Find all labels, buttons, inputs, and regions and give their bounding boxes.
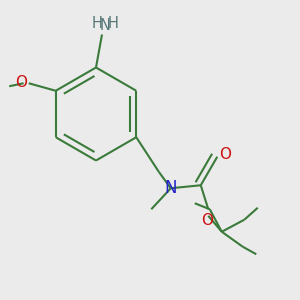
Text: H: H bbox=[108, 16, 119, 31]
Text: O: O bbox=[15, 75, 27, 90]
Text: O: O bbox=[201, 213, 213, 228]
Text: O: O bbox=[219, 147, 231, 162]
Text: N: N bbox=[164, 179, 177, 197]
Text: N: N bbox=[100, 18, 110, 33]
Text: H: H bbox=[92, 16, 103, 31]
